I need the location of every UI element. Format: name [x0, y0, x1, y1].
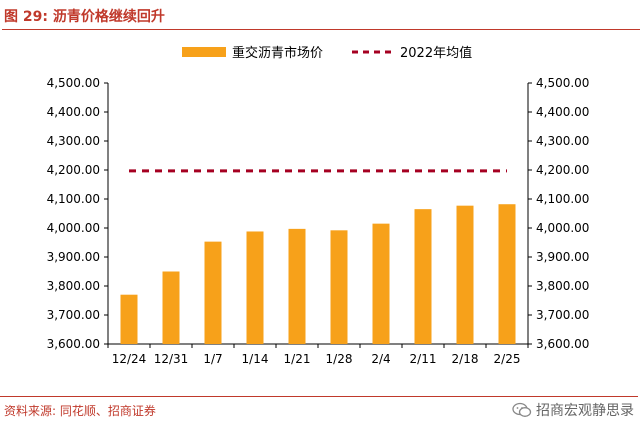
y-tick-label-right: 4,100.00 — [536, 192, 589, 206]
legend-label-bar: 重交沥青市场价 — [232, 45, 323, 61]
y-tick-label-left: 3,700.00 — [47, 308, 100, 322]
brand-signature: 招商宏观静思录 — [512, 400, 634, 420]
bar-1-7 — [204, 241, 222, 344]
y-tick-label-right: 4,000.00 — [536, 221, 589, 235]
y-tick-label-right: 4,400.00 — [536, 105, 589, 119]
x-tick-label: 1/28 — [326, 352, 353, 366]
y-tick-label-right: 3,600.00 — [536, 337, 589, 351]
footer-rule — [0, 396, 638, 397]
bar-1-28 — [330, 230, 348, 344]
x-tick-label: 12/31 — [154, 352, 189, 366]
x-tick-label: 2/11 — [410, 352, 437, 366]
y-tick-label-left: 4,400.00 — [47, 105, 100, 119]
bar-2-18 — [456, 205, 474, 344]
y-tick-label-right: 3,900.00 — [536, 250, 589, 264]
figure-title: 图 29: 沥青价格继续回升 — [4, 9, 165, 25]
y-tick-label-left: 4,200.00 — [47, 163, 100, 177]
legend-swatch-bar — [182, 47, 226, 57]
bar-12-31 — [162, 271, 180, 344]
x-tick-label: 12/24 — [112, 352, 147, 366]
y-tick-label-right: 3,700.00 — [536, 308, 589, 322]
y-tick-label-left: 4,300.00 — [47, 134, 100, 148]
x-tick-label: 1/21 — [284, 352, 311, 366]
legend-label-line: 2022年均值 — [400, 45, 472, 61]
asphalt-price-chart: 3,600.00 3,700.00 3,800.00 3,900.00 4,000.00… — [47, 45, 590, 366]
bar-2-4 — [372, 223, 390, 344]
x-tick-label: 2/4 — [371, 352, 390, 366]
y-tick-label-left: 3,600.00 — [47, 337, 100, 351]
y-tick-label-right: 3,800.00 — [536, 279, 589, 293]
header-rule — [2, 29, 640, 30]
bar-1-21 — [288, 228, 306, 344]
y-tick-label-right: 4,200.00 — [536, 163, 589, 177]
y-tick-label-left: 4,000.00 — [47, 221, 100, 235]
x-tick-label: 1/14 — [242, 352, 269, 366]
x-tick-label: 2/18 — [452, 352, 479, 366]
y-tick-label-left: 4,500.00 — [47, 76, 100, 90]
x-tick-label: 2/25 — [494, 352, 521, 366]
bar-1-14 — [246, 231, 264, 344]
figure-header: 图 29: 沥青价格继续回升 — [2, 4, 640, 30]
source-note: 资料来源: 同花顺、招商证券 — [4, 404, 156, 418]
y-tick-label-left: 4,100.00 — [47, 192, 100, 206]
y-tick-label-left: 3,800.00 — [47, 279, 100, 293]
wechat-icon — [512, 402, 532, 417]
y-tick-label-right: 4,300.00 — [536, 134, 589, 148]
brand-name: 招商宏观静思录 — [536, 403, 634, 419]
bar-2-11 — [414, 209, 432, 344]
bar-2-25 — [498, 204, 516, 344]
x-tick-label: 1/7 — [203, 352, 222, 366]
bar-12-24 — [120, 294, 138, 344]
y-tick-label-left: 3,900.00 — [47, 250, 100, 264]
y-tick-label-right: 4,500.00 — [536, 76, 589, 90]
